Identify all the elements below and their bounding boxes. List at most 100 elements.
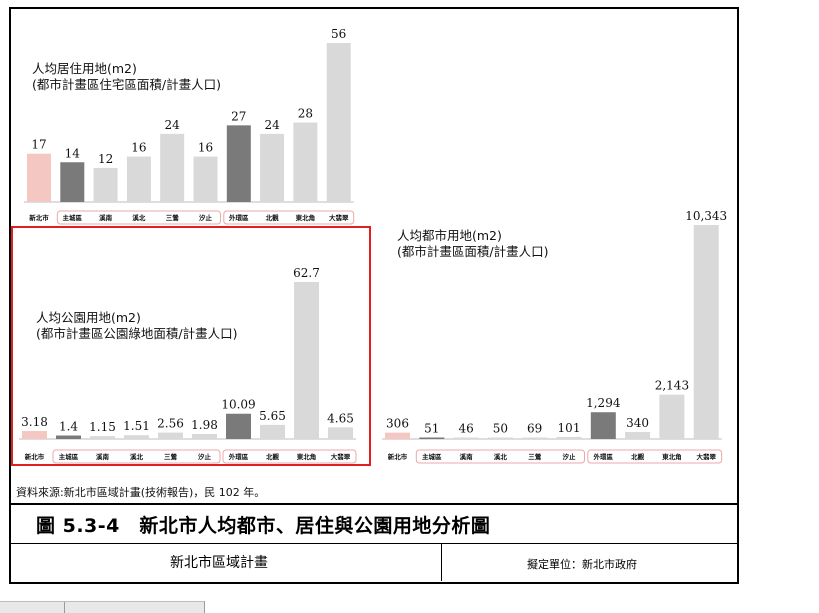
chart-title-park: 人均公園用地(m2) (都市計畫區公園綠地面積/計畫人口)	[36, 310, 237, 342]
bar	[328, 427, 353, 439]
bar	[192, 434, 217, 439]
source-note: 資料來源:新北市區域計畫(技術報告)，民 102 年。	[16, 486, 266, 499]
group-bracket	[587, 449, 723, 464]
tick-label: 新北市	[388, 452, 408, 461]
data-label: 24	[165, 118, 181, 132]
group-bracket	[52, 449, 221, 464]
bar	[419, 437, 445, 439]
tick-label: 東北角	[296, 213, 316, 222]
chart-title-line2: (都市計畫區住宅區面積/計畫人口)	[32, 77, 221, 92]
bar	[260, 424, 285, 439]
tick-label: 溪南	[460, 452, 474, 461]
data-label: 1.98	[191, 418, 218, 432]
bar	[453, 437, 479, 439]
bar	[27, 153, 51, 202]
bar	[158, 432, 183, 439]
chart-title-residential: 人均居住用地(m2) (都市計畫區住宅區面積/計畫人口)	[32, 61, 221, 93]
group-bracket	[223, 210, 355, 225]
bar	[590, 412, 616, 439]
figure-frame	[9, 7, 739, 584]
data-label: 306	[386, 417, 409, 431]
drafting-unit: 擬定單位：新北市政府	[527, 558, 637, 571]
tick-label: 新北市	[29, 213, 49, 222]
bar	[293, 122, 318, 202]
tick-label: 汐止	[199, 213, 213, 222]
bar	[326, 43, 351, 202]
data-label: 69	[527, 422, 542, 436]
tick-label: 北觀	[631, 452, 645, 461]
chart-title-urban: 人均都市用地(m2) (都市計畫區面積/計畫人口)	[397, 228, 548, 260]
bar	[193, 156, 218, 202]
data-label: 50	[493, 422, 508, 436]
chart-title-line1: 人均都市用地(m2)	[397, 228, 502, 243]
divider	[9, 543, 737, 544]
tick-label: 汐止	[563, 452, 577, 461]
tick-label: 大翡翠	[329, 213, 349, 222]
data-label: 1.4	[59, 419, 78, 433]
data-label: 17	[31, 138, 46, 152]
data-label: 16	[198, 141, 213, 155]
data-label: 2.56	[157, 417, 184, 431]
bar	[522, 437, 548, 439]
bar	[56, 435, 81, 439]
tick-label: 大翡翠	[331, 452, 351, 461]
data-label: 51	[424, 422, 439, 436]
data-label: 12	[98, 152, 113, 166]
tick-label: 外環區	[594, 452, 614, 461]
tick-label: 三鶯	[166, 213, 180, 222]
chart-title-line2: (都市計畫區公園綠地面積/計畫人口)	[36, 326, 238, 341]
bar	[226, 413, 251, 439]
tick-label: 溪北	[132, 213, 146, 222]
bar	[90, 436, 115, 439]
data-label: 101	[558, 421, 581, 435]
bar	[556, 436, 582, 439]
plan-name: 新北市區域計畫	[170, 555, 268, 571]
tick-label: 外環區	[229, 213, 249, 222]
data-label: 1.51	[123, 419, 150, 433]
tick-label: 主城區	[59, 452, 79, 461]
data-label: 1,294	[586, 396, 621, 410]
data-label: 28	[298, 107, 313, 121]
bar	[226, 125, 251, 202]
data-label: 3.18	[21, 415, 48, 429]
bar	[93, 167, 118, 202]
chart-title-line2: (都市計畫區面積/計畫人口)	[397, 244, 549, 259]
data-label: 4.65	[327, 411, 354, 425]
data-label: 27	[231, 109, 246, 123]
bar	[124, 435, 149, 439]
group-bracket	[222, 449, 357, 464]
tick-label: 溪北	[130, 452, 144, 461]
chart-title-line1: 人均公園用地(m2)	[36, 310, 141, 325]
tick-label: 大翡翠	[696, 452, 716, 461]
data-label: 46	[458, 422, 473, 436]
group-bracket	[56, 210, 221, 225]
tick-label: 主城區	[63, 213, 83, 222]
bar	[385, 432, 410, 439]
tick-label: 三鶯	[164, 452, 178, 461]
data-label: 2,143	[655, 379, 689, 393]
tick-label: 三鶯	[528, 452, 542, 461]
tick-label: 溪北	[494, 452, 508, 461]
tick-label: 北觀	[266, 452, 280, 461]
bar	[126, 156, 151, 202]
tick-label: 東北角	[297, 452, 317, 461]
figure-title: 圖 5.3-4 新北市人均都市、居住與公園用地分析圖	[36, 515, 491, 537]
data-label: 10,343	[685, 209, 727, 223]
bar	[22, 431, 47, 439]
bar	[160, 133, 185, 202]
highlight-box	[11, 226, 371, 466]
bar	[487, 437, 513, 439]
bar	[625, 431, 651, 439]
data-label: 62.7	[293, 266, 320, 280]
data-label: 14	[65, 146, 81, 160]
tick-label: 主城區	[422, 452, 442, 461]
data-label: 10.09	[221, 398, 255, 412]
sheet-tab-strip[interactable]	[0, 601, 205, 613]
data-label: 24	[264, 118, 280, 132]
tick-label: 溪南	[99, 213, 113, 222]
tick-label: 汐止	[198, 452, 212, 461]
bar	[294, 282, 319, 439]
divider	[9, 503, 737, 505]
